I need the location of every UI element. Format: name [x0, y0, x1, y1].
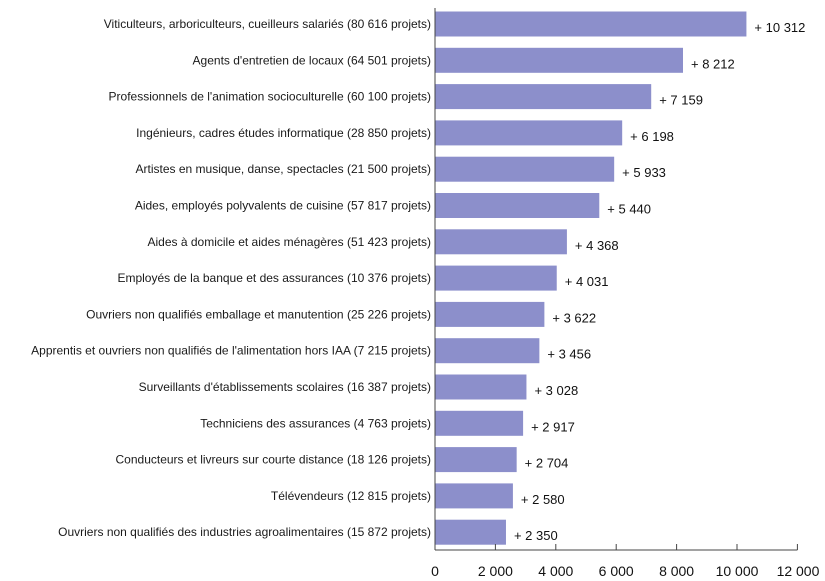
bar-15 — [435, 519, 506, 545]
x-tick-label: 12 000 — [777, 563, 820, 579]
bar-10 — [435, 338, 540, 364]
value-labels: + 10 312 + 8 212 + 7 159 + 6 198 + 5 933 + 5 … — [514, 20, 805, 543]
category-label: Ouvriers non qualifiés des industries ag… — [58, 525, 431, 539]
category-label: Aides à domicile et aides ménagères (51 … — [148, 235, 432, 249]
category-label: Aides, employés polyvalents de cuisine (… — [135, 199, 431, 213]
category-label: Apprentis et ouvriers non qualifiés de l… — [31, 344, 431, 358]
bar-11 — [435, 374, 527, 400]
value-label: + 5 440 — [607, 202, 651, 217]
x-tick-label: 8 000 — [659, 563, 694, 579]
value-label: + 2 704 — [525, 456, 569, 471]
category-label: Conducteurs et livreurs sur courte dista… — [116, 453, 432, 467]
x-tick-label: 6 000 — [599, 563, 634, 579]
bar-6 — [435, 193, 600, 218]
value-label: + 10 312 — [754, 20, 805, 35]
category-label: Surveillants d'établissements scolaires … — [139, 380, 431, 394]
bar-5 — [435, 156, 615, 182]
category-label: Professionnels de l'animation sociocultu… — [109, 90, 431, 104]
value-label: + 3 028 — [534, 383, 578, 398]
category-label: Techniciens des assurances (4 763 projet… — [200, 416, 431, 430]
bar-8 — [435, 265, 557, 291]
category-labels: Viticulteurs, arboriculteurs, cueilleurs… — [31, 17, 431, 539]
bar-12 — [435, 410, 524, 436]
category-label: Ingénieurs, cadres études informatique (… — [136, 126, 431, 140]
value-label: + 6 198 — [630, 129, 674, 144]
bar-1 — [435, 11, 747, 37]
bar-4 — [435, 120, 623, 146]
category-label: Télévendeurs (12 815 projets) — [271, 489, 431, 503]
x-tick-label: 4 000 — [538, 563, 573, 579]
category-label: Employés de la banque et des assurances … — [117, 271, 431, 285]
bar-2 — [435, 47, 684, 73]
value-label: + 4 031 — [565, 274, 609, 289]
value-label: + 3 622 — [552, 310, 596, 325]
x-axis: 0 2 000 4 000 6 000 8 000 10 000 12 000 — [431, 8, 820, 579]
value-label: + 3 456 — [547, 347, 591, 362]
bar-13 — [435, 447, 517, 473]
category-label: Artistes en musique, danse, spectacles (… — [136, 162, 432, 176]
category-label: Viticulteurs, arboriculteurs, cueilleurs… — [104, 17, 431, 31]
value-label: + 7 159 — [659, 93, 703, 108]
bar-3 — [435, 84, 652, 110]
category-label: Agents d'entretien de locaux (64 501 pro… — [193, 53, 431, 67]
value-label: + 5 933 — [622, 165, 666, 180]
value-label: + 2 917 — [531, 419, 575, 434]
value-label: + 8 212 — [691, 56, 735, 71]
bar-9 — [435, 301, 545, 327]
value-label: + 2 350 — [514, 528, 558, 543]
value-label: + 4 368 — [575, 238, 619, 253]
value-label: + 2 580 — [521, 492, 565, 507]
category-label: Ouvriers non qualifiés emballage et manu… — [86, 307, 431, 321]
bars-group — [435, 11, 747, 545]
bar-7 — [435, 229, 567, 255]
bar-14 — [435, 483, 513, 509]
x-tick-label: 10 000 — [716, 563, 759, 579]
x-tick-label: 0 — [431, 563, 439, 579]
x-tick-label: 2 000 — [478, 563, 513, 579]
